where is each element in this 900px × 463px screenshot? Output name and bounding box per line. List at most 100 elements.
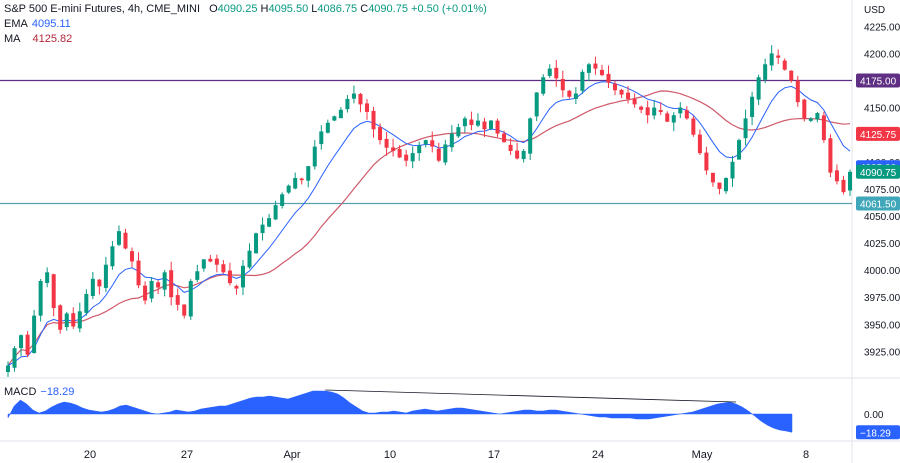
- candle-body: [573, 93, 578, 99]
- candle-body: [123, 232, 128, 249]
- candle-body: [626, 92, 631, 99]
- candle-body: [116, 231, 121, 245]
- y-tick-label: 4225.00: [864, 22, 900, 33]
- candle-body: [312, 146, 317, 167]
- close-value: 4090.75: [368, 3, 408, 15]
- candle-body: [110, 246, 115, 267]
- candle-body: [737, 140, 742, 160]
- candle-body: [580, 71, 585, 91]
- candle-body: [136, 260, 141, 286]
- candle-body: [743, 118, 748, 139]
- candle-body: [789, 70, 794, 81]
- ma-label: MA: [4, 33, 21, 45]
- ma-price-label-bg: [856, 126, 900, 141]
- y-tick-label: 4025.00: [864, 239, 900, 250]
- candle-body: [267, 218, 272, 227]
- last-price-label-text: 4090.75: [860, 168, 897, 179]
- candle-body: [345, 98, 350, 110]
- ema-value: 4095.11: [31, 18, 71, 30]
- candle-body: [449, 133, 454, 148]
- candle-body: [802, 99, 807, 119]
- candle-body: [240, 265, 245, 288]
- candle-body: [201, 259, 206, 269]
- candle-body: [678, 107, 683, 114]
- candle-body: [169, 270, 174, 298]
- macd-value: −18.29: [40, 386, 75, 398]
- candle-body: [149, 280, 154, 299]
- candle-body: [156, 282, 161, 288]
- candle-body: [397, 149, 402, 158]
- candle-body: [756, 77, 761, 100]
- candle-body: [469, 119, 474, 125]
- macd-legend: MACD −18.29: [4, 386, 74, 398]
- candle-body: [404, 154, 409, 161]
- candle-body: [482, 121, 487, 130]
- candle-body: [208, 258, 213, 262]
- candle-body: [684, 110, 689, 119]
- candle-body: [808, 118, 813, 121]
- candle-body: [90, 278, 95, 297]
- candle-body: [130, 251, 135, 262]
- candle-body: [847, 171, 853, 191]
- candle-body: [97, 279, 102, 287]
- candle-body: [325, 122, 330, 133]
- candle-body: [338, 109, 343, 119]
- x-tick-label: 10: [384, 449, 396, 461]
- x-tick-label: 17: [488, 449, 500, 461]
- macd-area: [7, 390, 793, 433]
- candles: [5, 45, 853, 377]
- candle-body: [214, 258, 219, 265]
- macd-label: MACD: [4, 386, 37, 398]
- resistance-level-tag: 4175.00: [856, 73, 900, 88]
- candle-body: [19, 335, 24, 349]
- y-tick-label: 3925.00: [864, 347, 900, 358]
- candle-body: [430, 140, 435, 147]
- candle-body: [834, 170, 839, 182]
- candle-body: [658, 110, 663, 112]
- candle-body: [599, 69, 604, 76]
- divergence-line: [325, 389, 737, 403]
- candle-body: [103, 264, 108, 288]
- y-tick-label: 4000.00: [864, 266, 900, 277]
- y-tick-label: 4150.00: [864, 104, 900, 115]
- candle-body: [443, 144, 448, 163]
- candle-body: [723, 178, 728, 192]
- y-tick-label: 4050.00: [864, 212, 900, 223]
- candle-body: [528, 118, 533, 154]
- candle-body: [391, 147, 396, 151]
- candle-body: [821, 115, 826, 141]
- candle-body: [254, 233, 259, 254]
- support-tag-bg: [856, 196, 900, 211]
- candle-body: [567, 90, 572, 97]
- candle-body: [691, 118, 696, 135]
- candle-body: [273, 205, 278, 220]
- candle-body: [593, 63, 598, 69]
- candle-body: [495, 120, 500, 134]
- candle-body: [319, 131, 324, 145]
- chart-legend: S&P 500 E-mini Futures, 4h, CME_MINI O40…: [4, 3, 487, 45]
- y-tick-label: 3975.00: [864, 293, 900, 304]
- y-tick-label: 4075.00: [864, 185, 900, 196]
- last-price-label-bg: [856, 164, 900, 179]
- macd-zero-label: 0.00: [864, 410, 884, 421]
- candle-body: [639, 106, 644, 110]
- candle-body: [554, 67, 559, 79]
- candle-body: [364, 103, 370, 112]
- candle-body: [534, 92, 539, 117]
- candle-body: [299, 178, 304, 181]
- candle-body: [456, 127, 461, 137]
- candle-body: [410, 153, 415, 162]
- candle-body: [841, 179, 846, 193]
- y-axis-title: USD: [864, 5, 885, 16]
- candle-body: [776, 55, 781, 58]
- resistance-tag-bg: [856, 73, 900, 88]
- candle-body: [332, 116, 337, 121]
- candle-body: [606, 73, 611, 83]
- x-tick-label: 8: [803, 449, 809, 461]
- candle-body: [5, 365, 11, 372]
- candle-body: [436, 148, 441, 161]
- candle-body: [45, 272, 50, 283]
- candle-body: [51, 274, 56, 309]
- support-tag-text: 4061.50: [860, 200, 897, 211]
- symbol-title: S&P 500 E-mini Futures, 4h, CME_MINI: [4, 3, 201, 15]
